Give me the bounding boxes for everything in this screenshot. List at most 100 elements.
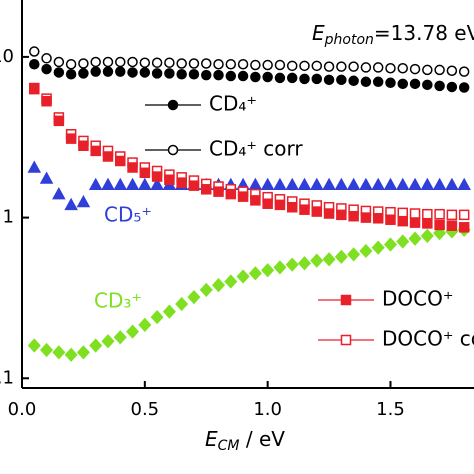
data-point: [52, 345, 66, 360]
legend-marker: [167, 144, 179, 156]
data-point: [322, 177, 336, 191]
data-point: [322, 252, 336, 267]
data-point: [126, 324, 140, 339]
data-point: [187, 289, 201, 305]
data-point: [41, 63, 52, 75]
data-point: [274, 72, 286, 84]
data-point: [138, 177, 152, 191]
data-point: [383, 237, 397, 252]
data-point: [458, 209, 470, 221]
data-point: [250, 195, 261, 206]
data-point: [88, 177, 103, 191]
data-point: [176, 177, 187, 188]
data-point: [200, 58, 212, 69]
data-point: [336, 74, 347, 86]
data-point: [397, 62, 409, 74]
data-point: [102, 56, 114, 68]
data-point: [225, 70, 237, 82]
data-point: [213, 186, 224, 197]
data-point: [409, 208, 421, 219]
data-point: [372, 76, 384, 88]
data-point: [409, 217, 421, 228]
data-point: [53, 56, 65, 68]
y-tick-label: 0.1: [0, 367, 14, 388]
data-point: [371, 177, 385, 191]
data-point: [139, 67, 151, 78]
data-point: [27, 338, 41, 353]
x-tick-label: 1.0: [253, 399, 282, 420]
data-point: [29, 46, 40, 57]
data-point: [346, 177, 361, 191]
data-point: [151, 68, 163, 79]
data-point: [138, 317, 152, 332]
data-point: [262, 59, 273, 71]
data-point: [359, 177, 373, 191]
y-tick-label: 10: [0, 46, 14, 67]
data-point: [224, 274, 238, 289]
data-point: [397, 215, 409, 227]
data-point: [458, 82, 470, 93]
data-point: [164, 68, 175, 79]
data-point: [39, 171, 54, 184]
data-point: [434, 80, 445, 92]
data-point: [52, 187, 66, 200]
data-point: [311, 73, 323, 85]
data-point: [188, 180, 200, 191]
data-point: [250, 59, 261, 71]
data-point: [200, 184, 212, 195]
data-point: [348, 75, 359, 87]
data-point: [90, 56, 101, 68]
data-point: [102, 66, 114, 77]
data-point: [127, 56, 138, 68]
data-point: [65, 59, 77, 70]
data-point: [102, 151, 114, 162]
data-point: [274, 199, 286, 211]
legend-marker: [167, 99, 179, 111]
legend-marker: [340, 294, 352, 306]
data-point: [127, 162, 138, 173]
x-tick-label: 0.5: [131, 399, 160, 420]
data-point: [311, 60, 323, 72]
data-point: [432, 177, 447, 191]
data-point: [458, 222, 470, 233]
data-point: [199, 282, 213, 297]
data-point: [285, 177, 299, 191]
data-point: [125, 177, 140, 191]
data-point: [385, 77, 396, 89]
data-point: [64, 197, 78, 211]
data-point: [65, 133, 77, 144]
data-point: [323, 74, 335, 86]
data-point: [89, 338, 103, 353]
data-point: [65, 68, 77, 80]
data-point: [347, 247, 361, 262]
data-point: [237, 70, 249, 82]
data-point: [76, 345, 90, 360]
data-point: [127, 67, 138, 78]
data-point: [101, 334, 115, 349]
data-point: [409, 78, 421, 90]
annotation: Ephoton=13.78 eV: [312, 21, 474, 49]
data-point: [385, 62, 396, 74]
data-point: [237, 191, 249, 202]
data-point: [78, 140, 89, 151]
data-point: [200, 69, 212, 81]
data-point: [336, 209, 347, 221]
data-point: [445, 177, 459, 191]
data-point: [395, 177, 410, 191]
data-point: [372, 62, 384, 73]
data-point: [360, 212, 372, 223]
data-point: [422, 218, 433, 229]
data-point: [261, 263, 275, 278]
data-point: [286, 201, 298, 213]
data-point: [225, 188, 237, 200]
data-point: [422, 79, 433, 91]
legend-label: CD₄⁺: [209, 92, 257, 116]
data-point: [53, 115, 65, 127]
data-point: [176, 58, 187, 69]
data-point: [446, 209, 458, 221]
data-point: [113, 330, 127, 345]
data-point: [151, 171, 163, 182]
data-point: [27, 160, 42, 173]
data-point: [408, 231, 422, 246]
